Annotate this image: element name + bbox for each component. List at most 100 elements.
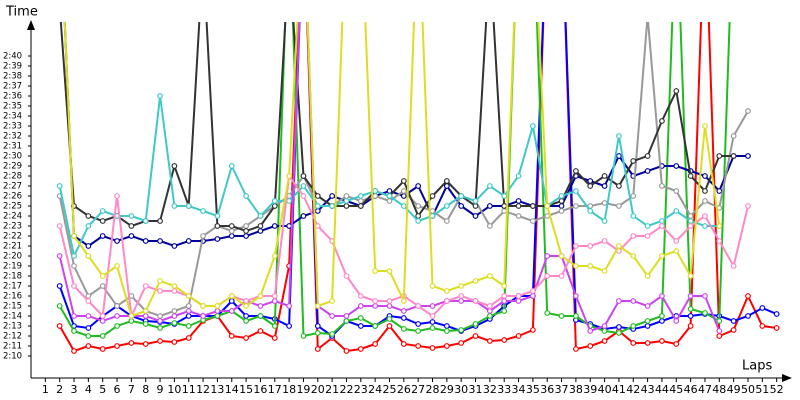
point <box>730 327 737 333</box>
point <box>85 253 92 259</box>
point <box>558 208 565 214</box>
point <box>458 283 465 289</box>
point <box>745 153 751 159</box>
x-tick-label: 41 <box>612 383 626 396</box>
x-tick-label: 13 <box>210 383 224 396</box>
point <box>472 298 479 304</box>
point <box>400 203 407 209</box>
point <box>300 193 307 199</box>
x-tick-label: 49 <box>727 383 741 396</box>
point <box>343 273 350 279</box>
x-tick-label: 4 <box>85 383 92 396</box>
point <box>99 208 106 214</box>
point <box>601 183 608 189</box>
point <box>171 320 178 326</box>
point <box>687 313 694 319</box>
point <box>400 326 407 332</box>
point <box>415 213 422 219</box>
point <box>71 328 77 334</box>
point <box>702 213 708 219</box>
point <box>128 340 135 346</box>
y-tick-label: 2:22 <box>3 232 22 242</box>
point <box>486 223 493 229</box>
point <box>99 313 106 319</box>
x-tick-label: 50 <box>741 383 755 396</box>
point <box>71 263 77 269</box>
point <box>745 203 751 209</box>
point <box>773 311 780 317</box>
x-tick-label: 5 <box>99 383 106 396</box>
point <box>357 323 364 329</box>
point <box>200 303 206 309</box>
x-tick-label: 43 <box>641 383 655 396</box>
point <box>587 343 594 349</box>
point <box>415 328 422 334</box>
point <box>630 340 637 346</box>
point <box>486 183 493 189</box>
point <box>558 273 565 279</box>
y-tick-label: 2:35 <box>3 102 22 112</box>
point <box>587 328 594 334</box>
x-tick-label: 45 <box>669 383 683 396</box>
point <box>357 193 364 199</box>
point <box>630 298 637 304</box>
point <box>214 303 221 309</box>
point <box>228 308 235 314</box>
point <box>386 188 393 194</box>
point <box>114 263 120 269</box>
point <box>185 303 192 309</box>
point <box>56 303 63 309</box>
point <box>429 283 436 289</box>
point <box>702 310 708 316</box>
x-tick-label: 27 <box>411 383 425 396</box>
point <box>716 223 723 229</box>
point <box>558 253 565 259</box>
point <box>142 218 149 224</box>
point <box>486 203 493 209</box>
point <box>558 203 565 209</box>
point <box>386 193 393 199</box>
x-tick-label: 1 <box>42 383 49 396</box>
x-tick-label: 32 <box>483 383 497 396</box>
y-tick-label: 2:12 <box>3 332 22 342</box>
point <box>702 198 708 204</box>
point <box>644 168 651 174</box>
point <box>472 203 479 209</box>
point <box>286 303 293 309</box>
y-tick-label: 2:34 <box>3 112 22 122</box>
chart-title: Time <box>5 5 38 20</box>
point <box>114 313 120 319</box>
point <box>157 93 163 99</box>
x-tick-label: 37 <box>555 383 569 396</box>
point <box>529 293 536 299</box>
point <box>85 213 92 219</box>
point <box>56 323 63 329</box>
point <box>400 308 407 314</box>
point <box>702 293 708 299</box>
point <box>185 203 192 209</box>
point <box>214 313 221 319</box>
point <box>99 233 106 239</box>
point <box>228 293 235 299</box>
point <box>673 248 680 254</box>
point <box>157 313 163 319</box>
point <box>529 327 536 333</box>
point <box>659 118 665 124</box>
point <box>56 183 63 189</box>
point <box>702 188 708 194</box>
point <box>544 273 551 279</box>
point <box>687 223 694 229</box>
point <box>458 293 465 299</box>
series-line <box>58 22 777 353</box>
point <box>501 298 508 304</box>
series-line <box>58 22 778 338</box>
point <box>171 203 178 209</box>
point <box>85 325 92 331</box>
point <box>529 123 536 129</box>
point <box>673 88 680 94</box>
point <box>257 293 264 299</box>
x-tick-label: 33 <box>497 383 511 396</box>
point <box>458 193 465 199</box>
x-axis-label: Laps <box>742 359 772 374</box>
point <box>114 303 120 309</box>
